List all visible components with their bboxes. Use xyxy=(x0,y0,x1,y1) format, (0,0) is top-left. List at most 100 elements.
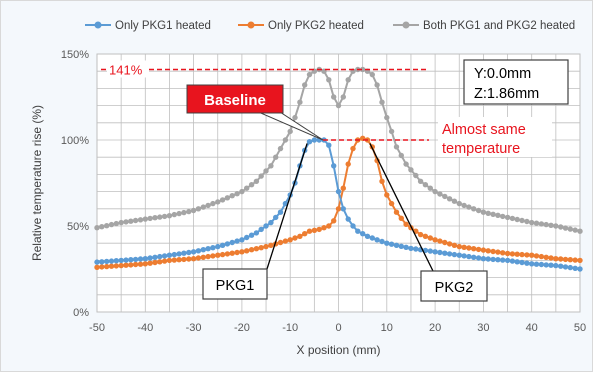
data-point xyxy=(244,248,250,254)
data-point xyxy=(413,172,419,179)
series-0 xyxy=(94,137,583,272)
data-point xyxy=(442,250,448,256)
data-point xyxy=(234,238,240,244)
almost-same-bg xyxy=(438,117,552,157)
pkg1-label: PKG1 xyxy=(216,278,255,294)
series-layer xyxy=(94,66,583,272)
pkg1-box xyxy=(202,268,268,300)
data-point xyxy=(456,243,462,250)
data-point xyxy=(210,245,216,251)
data-point xyxy=(205,253,211,260)
data-point xyxy=(388,128,395,135)
data-point xyxy=(282,137,289,143)
position-z-label: Z:1.86mm xyxy=(474,86,539,102)
data-point xyxy=(152,215,158,221)
data-point xyxy=(186,256,192,262)
data-point xyxy=(142,216,148,222)
data-point xyxy=(292,235,298,241)
data-point xyxy=(379,238,385,245)
data-point xyxy=(128,218,134,224)
data-point xyxy=(263,223,269,229)
data-point xyxy=(364,233,371,239)
data-point xyxy=(282,238,289,244)
data-point xyxy=(176,251,182,257)
data-point xyxy=(161,258,168,264)
data-point xyxy=(287,128,293,135)
data-point xyxy=(335,206,342,212)
data-point xyxy=(480,209,487,215)
data-point xyxy=(558,224,564,230)
y-tick-label: 0% xyxy=(73,307,89,319)
data-point xyxy=(514,259,520,265)
x-tick-label: -10 xyxy=(282,322,298,334)
data-point xyxy=(360,231,366,237)
data-point xyxy=(137,217,144,223)
data-point xyxy=(253,246,260,252)
data-point xyxy=(331,94,337,100)
data-point xyxy=(504,214,511,221)
data-point xyxy=(461,244,467,250)
data-point xyxy=(147,255,153,261)
data-point xyxy=(553,262,559,269)
data-point xyxy=(99,224,105,230)
data-point xyxy=(446,251,453,257)
data-point xyxy=(403,161,409,167)
data-point xyxy=(504,250,511,257)
data-point xyxy=(157,214,163,220)
data-point xyxy=(181,256,187,263)
y-axis-title: Relative temperature rise (%) xyxy=(30,105,44,261)
data-point xyxy=(538,221,545,227)
series-2 xyxy=(94,66,583,234)
pkg2-box xyxy=(420,270,488,302)
data-point xyxy=(514,216,520,223)
data-point xyxy=(567,226,573,232)
data-point xyxy=(558,263,564,269)
data-point xyxy=(108,263,115,269)
max-label: 141% xyxy=(109,62,143,77)
data-point xyxy=(577,257,583,264)
data-point xyxy=(548,262,554,268)
data-point xyxy=(350,223,356,229)
data-point xyxy=(253,230,260,236)
data-point xyxy=(384,192,390,198)
data-point xyxy=(427,248,433,254)
data-point xyxy=(427,185,433,191)
data-point xyxy=(118,219,124,226)
data-point xyxy=(157,253,163,260)
data-point xyxy=(108,221,115,228)
data-point xyxy=(417,231,424,238)
data-point xyxy=(326,223,332,229)
data-point xyxy=(538,261,545,268)
data-point xyxy=(446,196,453,202)
data-point xyxy=(442,239,448,246)
data-point xyxy=(480,256,487,262)
data-point xyxy=(340,206,346,212)
data-point xyxy=(210,200,216,207)
data-point xyxy=(200,247,206,253)
data-point xyxy=(398,243,404,249)
data-point xyxy=(577,266,583,272)
data-point xyxy=(229,193,235,199)
data-point xyxy=(306,71,313,78)
data-point xyxy=(210,253,216,259)
data-point xyxy=(171,251,177,258)
data-point xyxy=(524,252,530,258)
data-point xyxy=(297,99,303,105)
data-point xyxy=(176,257,182,263)
data-point xyxy=(297,233,303,239)
data-point xyxy=(190,249,197,255)
data-point xyxy=(181,209,187,216)
data-point xyxy=(432,188,438,195)
data-point xyxy=(224,251,231,257)
data-point xyxy=(408,245,414,252)
data-point xyxy=(311,137,318,143)
data-point xyxy=(311,227,318,233)
data-point xyxy=(244,185,250,191)
data-point xyxy=(200,254,206,260)
data-point xyxy=(215,199,221,205)
data-point xyxy=(442,193,448,200)
series-line xyxy=(96,68,581,233)
x-tick-label: -50 xyxy=(89,322,105,334)
data-point xyxy=(306,139,313,145)
